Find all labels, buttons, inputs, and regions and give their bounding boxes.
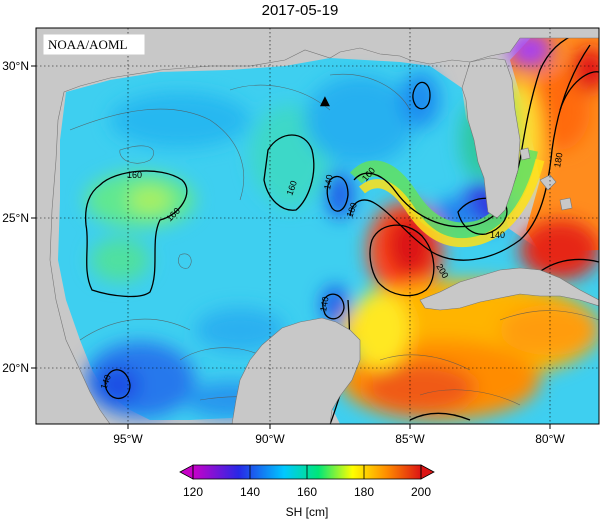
cuba (419, 267, 599, 311)
landmasses (36, 28, 599, 424)
contour-180-loop (349, 44, 591, 261)
contour-140-center (326, 175, 349, 212)
contour-200-eddy (369, 224, 435, 297)
lon-tick-label: 85°W (395, 432, 425, 446)
credit-label: NOAA/AOML (48, 37, 128, 52)
contour-160-west (84, 170, 188, 298)
map-title: 2017-05-19 (261, 2, 339, 19)
station-marker-icon (319, 96, 330, 107)
plot-frame (35, 27, 600, 425)
lat-tick-label: 20°N (2, 361, 29, 375)
contour-200-south (409, 412, 471, 421)
contour-label: 140 (98, 373, 113, 391)
contour-200-northeast (559, 71, 599, 111)
colorbar-low-arrow (179, 464, 194, 480)
contour-label: 180 (344, 201, 359, 219)
gridlines (36, 28, 599, 424)
lon-tick-label: 95°W (113, 432, 143, 446)
contour-label: 160 (127, 170, 142, 180)
contour-label: 140 (490, 230, 505, 240)
contour-label: 180 (552, 152, 564, 169)
bahamas-2 (559, 197, 573, 211)
colorbar-tick-label: 200 (411, 485, 431, 499)
colorbar-tick-label: 180 (354, 485, 374, 499)
contour-140-southwest (104, 369, 131, 399)
lon-tick-label: 80°W (535, 432, 565, 446)
lat-tick-label: 25°N (2, 211, 29, 225)
colorbar-tick-label: 160 (297, 485, 317, 499)
colorbar-tick-label: 120 (183, 485, 203, 499)
contour-label: 140 (318, 296, 330, 313)
bahamas (539, 174, 557, 191)
contour-label: 160 (284, 179, 299, 197)
loop-current-band (350, 148, 538, 239)
tick-marks (31, 65, 551, 429)
loop-current-band-inner (359, 158, 545, 248)
colorbar-label: SH [cm] (286, 505, 329, 519)
contour-140-northeast (412, 81, 431, 110)
credit-box (43, 34, 145, 55)
thin-contours (69, 73, 599, 406)
plot-area: 160 160 160 140 160 180 200 140 180 140 … (36, 28, 599, 424)
contour-160-center (263, 134, 315, 211)
lat-tick-label: 30°N (2, 59, 29, 73)
us-coast (36, 28, 599, 424)
colorbar-high-arrow (420, 464, 435, 480)
lon-tick-label: 90°W (255, 432, 285, 446)
contour-140-south (322, 293, 345, 320)
yucatan (231, 317, 361, 424)
contour-140-florida (457, 197, 508, 235)
colorbar: 120 140 160 180 200 SH [cm] (179, 464, 435, 519)
colorbar-tick-label: 140 (240, 485, 260, 499)
island-ne (519, 147, 531, 161)
contour-label: 140 (322, 174, 334, 191)
